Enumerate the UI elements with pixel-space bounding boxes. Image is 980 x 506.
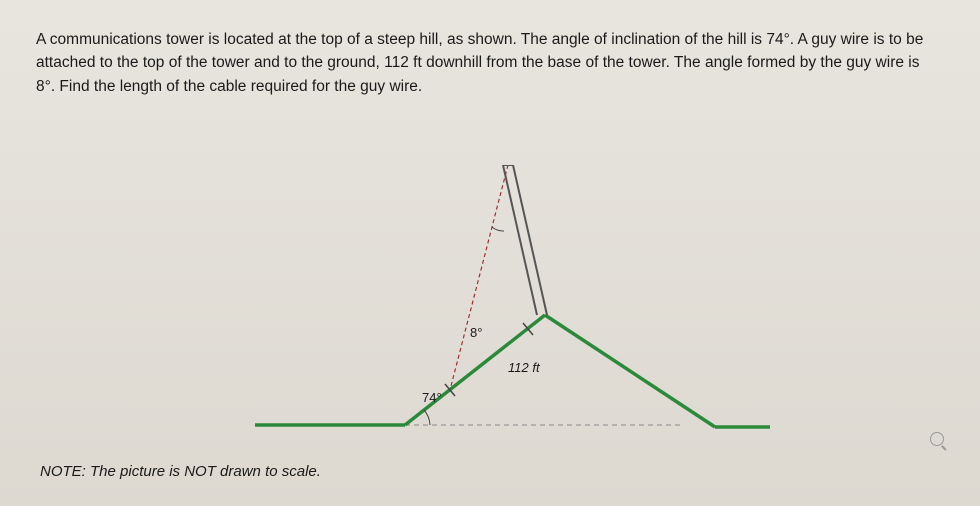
angle-label-hill: 74° (422, 390, 442, 405)
note-body: The picture is NOT drawn to scale. (90, 463, 321, 480)
note-label: NOTE: (40, 463, 86, 480)
magnifier-icon[interactable] (930, 432, 944, 446)
tower-left (503, 165, 537, 315)
angle-arc-8 (492, 227, 504, 231)
distance-label: 112 ft (508, 360, 540, 375)
note: NOTE: The picture is NOT drawn to scale. (40, 463, 321, 480)
geometry-diagram: 8° 74° 112 ft (250, 165, 790, 445)
angle-label-wire: 8° (470, 325, 482, 340)
angle-arc-74 (424, 410, 430, 425)
tower-right (513, 165, 547, 315)
diagram-svg (250, 165, 790, 445)
hill-right-slope (545, 315, 715, 427)
problem-statement: A communications tower is located at the… (36, 28, 936, 98)
guy-wire (450, 165, 508, 390)
